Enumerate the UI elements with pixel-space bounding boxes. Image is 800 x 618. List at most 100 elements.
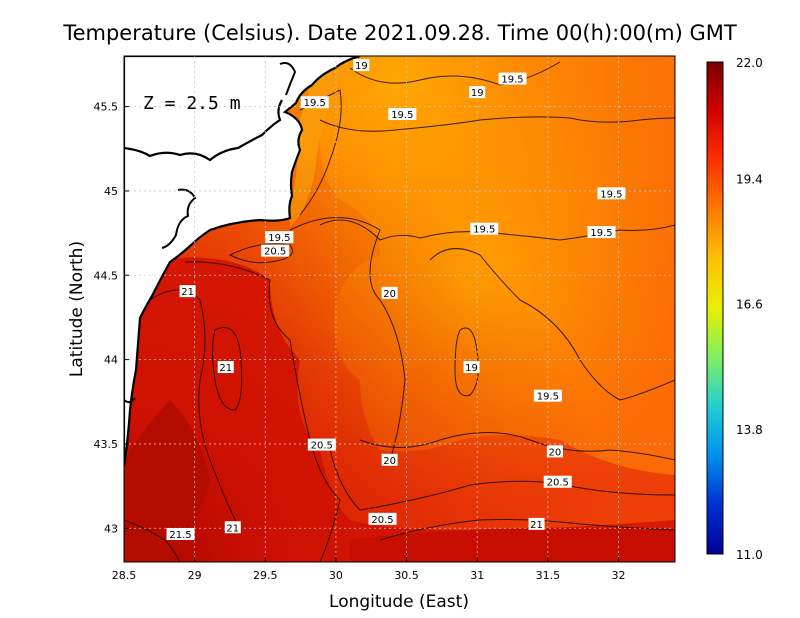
contour-label-text: 19.5 xyxy=(473,225,495,236)
y-tick-label: 45.5 xyxy=(94,101,119,114)
temperature-field xyxy=(124,56,675,562)
contour-label: 19.5 xyxy=(498,72,527,86)
field-south-band xyxy=(350,527,675,562)
contour-label-text: 20 xyxy=(383,456,396,467)
contour-label: 21 xyxy=(224,521,241,534)
y-tick-label: 43 xyxy=(104,522,118,535)
contour-label-text: 19.5 xyxy=(590,228,612,239)
contour-label-box xyxy=(307,438,336,451)
contour-19-core xyxy=(454,327,479,397)
y-axis-title: Latitude (North) xyxy=(67,241,87,377)
contour-label-text: 21 xyxy=(219,363,232,374)
contour-label-box xyxy=(543,475,572,488)
contour-label: 20.5 xyxy=(261,244,290,258)
contour-20-lower xyxy=(359,432,675,461)
contour-label-text: 19.5 xyxy=(391,110,413,121)
contour-label: 19.5 xyxy=(533,389,562,403)
depth-label: Z = 2.5 m xyxy=(143,93,241,114)
contour-label-box xyxy=(587,226,616,239)
contour-label-box xyxy=(381,286,398,299)
land-lake-3 xyxy=(124,397,136,404)
colorbar-tick-label: 16.6 xyxy=(736,298,763,312)
x-axis-title: Longitude (East) xyxy=(329,592,469,612)
plot-frame xyxy=(123,55,676,563)
colorbar-labels: 22.0 19.4 16.6 13.8 11.0 xyxy=(736,56,763,562)
x-tick-label: 31.5 xyxy=(536,569,561,582)
contour-label-box xyxy=(388,108,417,121)
contour-label-box xyxy=(300,96,329,109)
contour-label-text: 19 xyxy=(355,61,368,72)
contour-label-text: 19.5 xyxy=(268,233,290,244)
contour-label: 21 xyxy=(217,361,234,374)
y-tick-label: 45 xyxy=(104,185,118,198)
contour-label-text: 21 xyxy=(181,287,194,298)
contour-label-box xyxy=(265,231,294,244)
contour-label-box xyxy=(353,59,370,72)
contour-label-box xyxy=(463,361,480,374)
y-tick-label: 43.5 xyxy=(94,438,119,451)
contour-label: 20.5 xyxy=(543,475,572,489)
contour-label-text: 19.5 xyxy=(304,98,326,109)
contour-label-text: 21.5 xyxy=(169,530,191,541)
contour-label-box xyxy=(368,512,397,525)
land-area xyxy=(124,56,361,467)
contour-label: 20 xyxy=(546,445,563,458)
x-tick-label: 30 xyxy=(329,569,343,582)
chart-title: Temperature (Celsius). Date 2021.09.28. … xyxy=(62,21,737,45)
contour-label-text: 19.5 xyxy=(600,189,622,200)
contour-label-box xyxy=(498,72,527,85)
contour-label-box xyxy=(597,187,626,200)
x-tick-label: 32 xyxy=(611,569,625,582)
colorbar xyxy=(706,61,724,555)
contour-label: 20 xyxy=(381,286,398,300)
contour-21-ring xyxy=(212,327,243,411)
contour-label: 19.5 xyxy=(597,187,626,200)
x-axis-ticks: 28.5 29 29.5 30 30.5 31 31.5 32 xyxy=(112,557,625,582)
contour-label-box xyxy=(217,361,234,374)
contour-20-5-loop xyxy=(228,243,293,264)
contour-label-text: 20.5 xyxy=(371,515,393,526)
contour-label: 19.5 xyxy=(587,226,616,239)
contour-label-text: 21 xyxy=(226,523,239,534)
colorbar-tick-label: 13.8 xyxy=(736,423,763,437)
y-tick-label: 44 xyxy=(104,354,118,367)
contour-label-text: 20 xyxy=(549,447,562,458)
contour-labels: 19 19.5 19 19.5 19.5 19.5 19.5 19.5 19.5 20.5 21 20… xyxy=(166,59,626,541)
contour-label: 19 xyxy=(469,86,486,99)
contour-label: 20.5 xyxy=(307,438,336,452)
land-border-line xyxy=(124,99,283,162)
contour-label-text: 19 xyxy=(471,88,484,99)
contour-label-text: 19.5 xyxy=(501,75,523,86)
contour-label-box xyxy=(261,244,290,257)
contour-label-text: 20.5 xyxy=(264,247,286,258)
contour-19-north xyxy=(349,61,561,86)
contour-label: 19.5 xyxy=(470,222,499,236)
contour-label-text: 20.5 xyxy=(547,478,569,489)
contour-label-box xyxy=(179,285,196,298)
y-axis-ticks: 43 43.5 44 44.5 45 45.5 xyxy=(94,101,129,535)
colorbar-tick-label: 11.0 xyxy=(736,548,763,562)
contour-label-box xyxy=(528,517,545,530)
x-tick-label: 31 xyxy=(470,569,484,582)
contour-label: 20 xyxy=(381,453,398,467)
contour-label-text: 19.5 xyxy=(537,392,559,403)
contour-20-5-lower xyxy=(329,449,675,511)
contour-label: 19.5 xyxy=(300,96,329,109)
y-tick-label: 44.5 xyxy=(94,269,119,282)
contour-19-5-north xyxy=(319,116,675,132)
contour-label-box xyxy=(381,453,398,466)
contour-label-box xyxy=(469,86,486,99)
land-lake-2 xyxy=(279,62,297,96)
contour-label: 19 xyxy=(463,361,480,374)
contour-label: 21 xyxy=(179,285,196,298)
contour-label-box xyxy=(166,528,195,541)
land-lake-1 xyxy=(161,188,197,249)
contour-label: 19.5 xyxy=(265,231,294,244)
contour-label: 20.5 xyxy=(368,512,397,526)
field-hot-core xyxy=(124,400,210,562)
contour-label-box xyxy=(470,222,499,235)
contour-label: 21 xyxy=(528,517,545,531)
contour-label: 19 xyxy=(353,59,370,72)
x-tick-label: 29.5 xyxy=(253,569,278,582)
